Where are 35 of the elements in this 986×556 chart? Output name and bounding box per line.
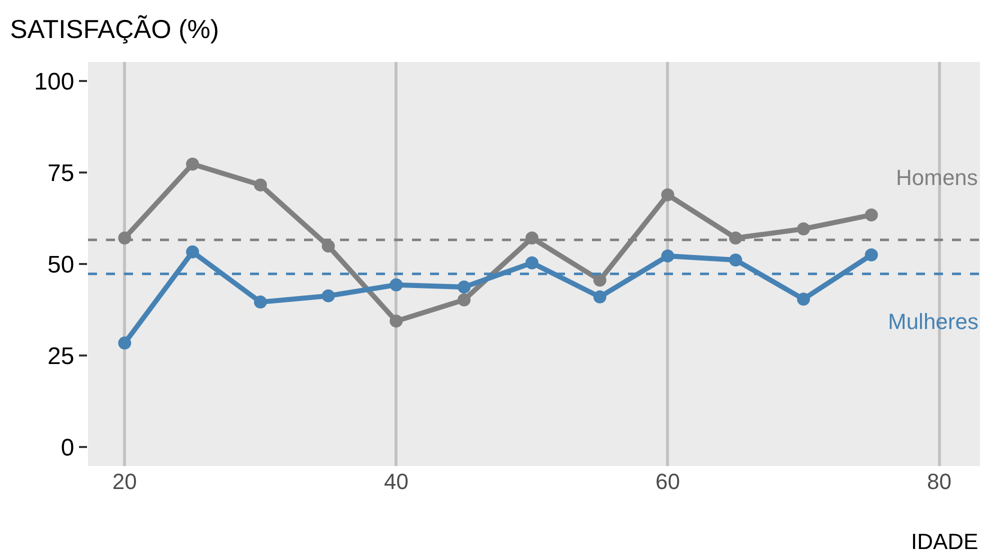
- point: [458, 293, 471, 306]
- point: [390, 278, 403, 292]
- x-tick-label: 20: [112, 469, 137, 494]
- x-axis-title: IDADE: [911, 529, 978, 554]
- series-label: Homens: [896, 165, 978, 190]
- x-tick-label: 60: [655, 469, 680, 494]
- point: [797, 222, 810, 236]
- point: [661, 249, 674, 262]
- point: [525, 256, 538, 270]
- point: [118, 336, 132, 350]
- x-tick-label: 40: [384, 469, 408, 494]
- point: [864, 208, 878, 222]
- point: [322, 289, 335, 302]
- y-tick-label: 100: [34, 68, 74, 96]
- point: [254, 178, 267, 192]
- point: [458, 280, 471, 294]
- y-axis-title: SATISFAÇÃO (%): [10, 14, 219, 44]
- y-tick-label: 25: [47, 342, 74, 370]
- point: [525, 232, 538, 245]
- point: [186, 158, 200, 171]
- point: [593, 274, 606, 287]
- y-tick-label: 50: [47, 251, 74, 278]
- y-tick-label: 75: [47, 160, 74, 187]
- y-tick-label: 0: [60, 434, 74, 462]
- point: [864, 248, 878, 262]
- text: Mulheres: [888, 309, 978, 334]
- point: [322, 240, 335, 253]
- point: [729, 253, 742, 266]
- point: [797, 292, 810, 306]
- point: [186, 245, 200, 258]
- point: [390, 314, 403, 328]
- x-tick-label: 80: [927, 469, 952, 494]
- point: [661, 188, 674, 202]
- point: [254, 296, 267, 309]
- point: [593, 290, 606, 304]
